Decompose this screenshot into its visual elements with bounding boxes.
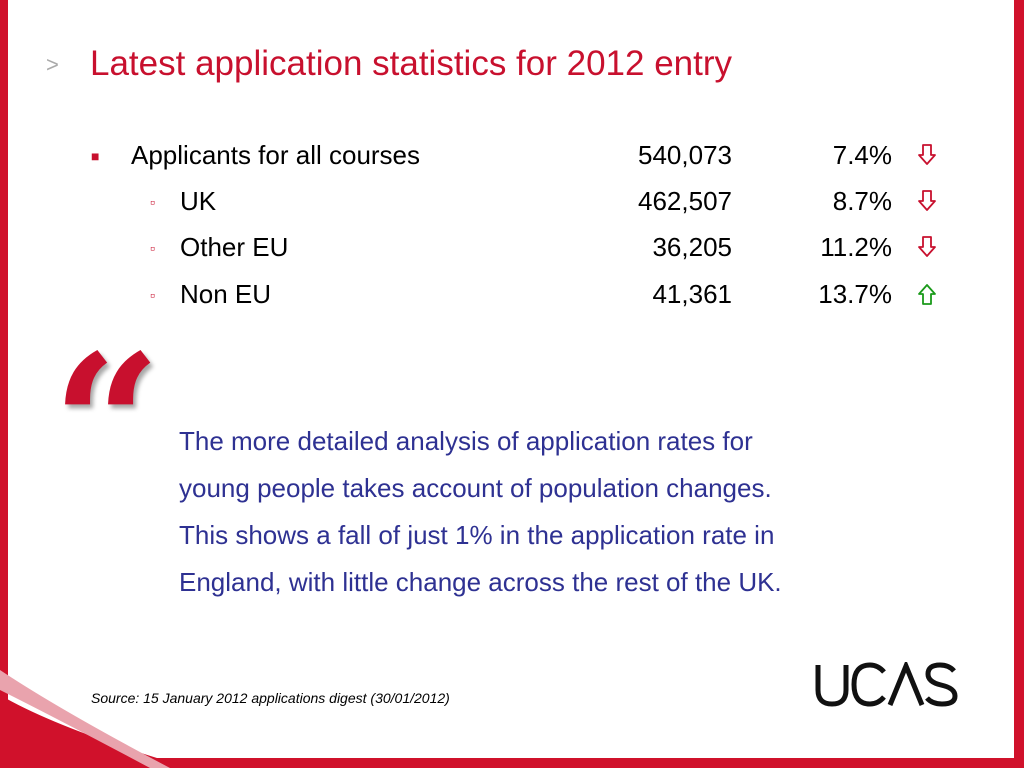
- arrow-up-outline-icon: [918, 284, 936, 305]
- stat-label: Non EU: [180, 279, 272, 309]
- stat-row-all: ■ Applicants for all courses 540,073 7.4…: [0, 140, 1000, 180]
- stat-count: 540,073: [638, 140, 732, 170]
- quote-line: England, with little change across the r…: [179, 567, 782, 597]
- quote-mark-icon: “: [52, 313, 162, 536]
- stat-count: 41,361: [652, 279, 732, 309]
- quote-line: young people takes account of population…: [179, 473, 772, 503]
- stat-row-uk: ▫ UK 462,507 8.7%: [0, 186, 1000, 226]
- stat-count: 462,507: [638, 186, 732, 216]
- stat-row-non-eu: ▫ Non EU 41,361 13.7%: [0, 279, 1000, 319]
- stat-change: 11.2%: [820, 232, 892, 262]
- frame-left: [0, 0, 8, 768]
- arrow-down-outline-icon: [918, 190, 936, 211]
- stat-label: Other EU: [180, 232, 289, 262]
- ucas-logo: [815, 662, 958, 707]
- stat-label: Applicants for all courses: [131, 140, 421, 170]
- stat-count: 36,205: [652, 232, 732, 262]
- frame-bottom: [0, 758, 1024, 768]
- slide-title: Latest application statistics for 2012 e…: [90, 44, 733, 83]
- stat-change: 13.7%: [818, 279, 892, 309]
- arrow-down-outline-icon: [918, 236, 936, 257]
- bullet-square-icon: ■: [91, 148, 100, 164]
- source-note: Source: 15 January 2012 applications dig…: [91, 690, 450, 706]
- title-marker: >: [46, 52, 59, 77]
- frame-right: [1014, 0, 1024, 768]
- bullet-hollow-square-icon: ▫: [150, 194, 155, 210]
- stat-row-other-eu: ▫ Other EU 36,205 11.2%: [0, 232, 1000, 272]
- quote-line: The more detailed analysis of applicatio…: [179, 426, 753, 456]
- stat-change: 8.7%: [832, 186, 892, 216]
- bullet-hollow-square-icon: ▫: [150, 287, 155, 303]
- bullet-hollow-square-icon: ▫: [150, 240, 155, 256]
- arrow-down-outline-icon: [918, 144, 936, 165]
- corner-swoosh: [0, 670, 190, 768]
- stat-change: 7.4%: [832, 140, 892, 170]
- quote-text: The more detailed analysis of applicatio…: [179, 418, 939, 606]
- quote-line: This shows a fall of just 1% in the appl…: [179, 520, 775, 550]
- stat-label: UK: [180, 186, 217, 216]
